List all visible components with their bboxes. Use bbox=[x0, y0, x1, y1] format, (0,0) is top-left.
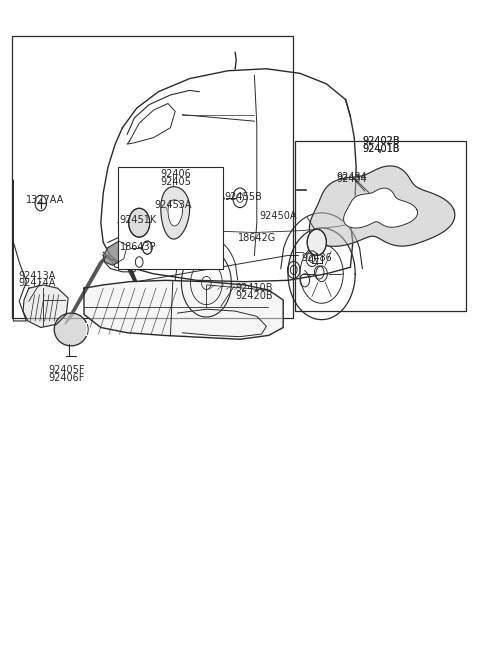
Text: 92434: 92434 bbox=[336, 174, 367, 183]
Text: 92451K: 92451K bbox=[119, 215, 156, 225]
Polygon shape bbox=[103, 241, 127, 265]
Circle shape bbox=[307, 229, 326, 255]
Polygon shape bbox=[344, 188, 418, 228]
Text: 92405F: 92405F bbox=[48, 365, 84, 375]
Text: 92410B: 92410B bbox=[235, 283, 273, 293]
Text: 92405: 92405 bbox=[161, 177, 192, 187]
Circle shape bbox=[143, 241, 152, 254]
Polygon shape bbox=[23, 285, 68, 328]
Text: 92420B: 92420B bbox=[235, 291, 273, 301]
Text: 92455B: 92455B bbox=[225, 192, 263, 202]
Circle shape bbox=[129, 208, 150, 237]
FancyBboxPatch shape bbox=[295, 141, 466, 311]
Text: 92434: 92434 bbox=[336, 172, 367, 181]
Text: 18642G: 18642G bbox=[238, 233, 276, 242]
Polygon shape bbox=[309, 166, 455, 246]
Text: 92401B: 92401B bbox=[362, 144, 400, 154]
Text: 18643P: 18643P bbox=[120, 242, 156, 252]
FancyBboxPatch shape bbox=[12, 36, 293, 318]
Text: 92414A: 92414A bbox=[18, 278, 56, 288]
Text: 92453A: 92453A bbox=[155, 200, 192, 210]
Polygon shape bbox=[168, 200, 182, 226]
Text: 92402B: 92402B bbox=[362, 136, 400, 146]
Text: 92406F: 92406F bbox=[48, 373, 84, 383]
Text: 92406: 92406 bbox=[161, 169, 192, 179]
Text: 92450A: 92450A bbox=[259, 211, 297, 221]
Polygon shape bbox=[65, 255, 107, 324]
Text: 92413A: 92413A bbox=[18, 271, 56, 280]
Text: 92402B: 92402B bbox=[362, 136, 400, 146]
FancyBboxPatch shape bbox=[118, 167, 223, 269]
Polygon shape bbox=[161, 187, 190, 239]
Polygon shape bbox=[84, 280, 283, 339]
Polygon shape bbox=[124, 261, 137, 282]
Polygon shape bbox=[54, 313, 88, 346]
Text: 1327AA: 1327AA bbox=[26, 195, 65, 205]
Text: 92401B: 92401B bbox=[362, 144, 400, 154]
Text: 92486: 92486 bbox=[301, 253, 332, 263]
